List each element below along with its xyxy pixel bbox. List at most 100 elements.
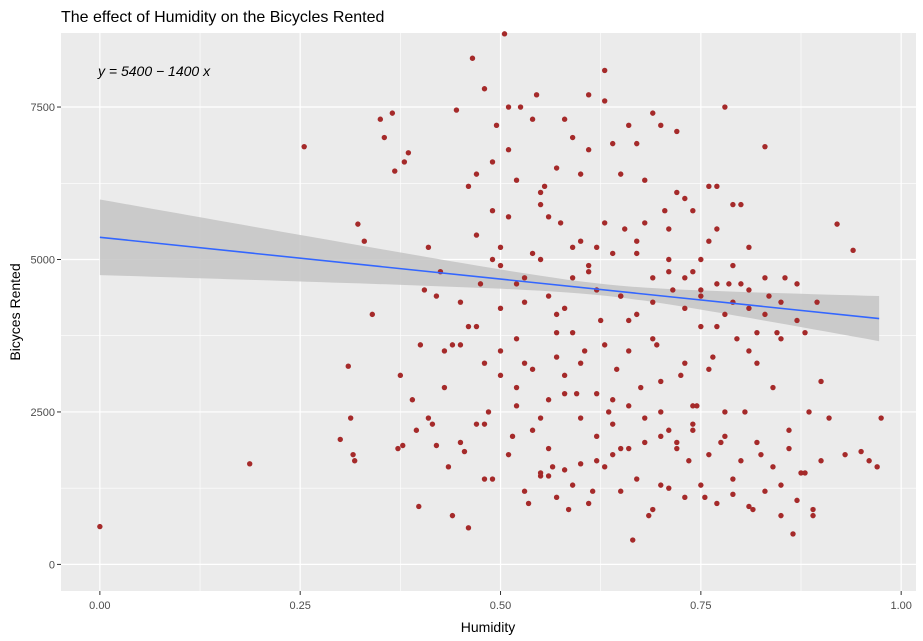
data-point — [626, 317, 632, 324]
data-point — [497, 348, 504, 354]
data-point — [758, 451, 764, 458]
data-point — [762, 275, 768, 281]
data-point — [605, 409, 612, 415]
data-point — [489, 159, 496, 165]
data-point — [489, 476, 496, 482]
data-point — [690, 403, 696, 409]
data-point — [445, 464, 452, 470]
data-point — [569, 482, 576, 488]
data-point — [473, 171, 480, 177]
data-point — [395, 445, 401, 452]
data-point — [806, 409, 812, 415]
data-point — [417, 342, 424, 348]
data-point — [473, 421, 480, 427]
data-point — [626, 445, 632, 452]
data-point — [786, 445, 792, 452]
data-point — [601, 464, 608, 470]
data-point — [666, 226, 672, 232]
data-point — [355, 221, 361, 227]
data-point — [350, 451, 356, 458]
data-point — [634, 250, 640, 257]
data-point — [505, 214, 512, 220]
data-point — [754, 329, 760, 336]
data-point — [589, 488, 596, 494]
data-point — [798, 470, 804, 476]
data-point — [738, 201, 744, 208]
data-point — [726, 281, 732, 287]
data-point — [702, 494, 708, 501]
data-point — [650, 336, 656, 342]
data-point — [461, 448, 468, 455]
chart-title: The effect of Humidity on the Bicycles R… — [61, 9, 384, 26]
data-point — [581, 348, 588, 354]
data-point — [674, 439, 680, 446]
data-point — [698, 323, 704, 330]
data-point — [497, 305, 504, 311]
data-point — [762, 311, 768, 318]
data-point — [549, 464, 556, 470]
data-point — [850, 247, 856, 254]
data-point — [714, 183, 720, 190]
data-point — [465, 323, 472, 330]
data-point — [429, 421, 436, 427]
data-point — [369, 311, 376, 318]
data-point — [97, 523, 103, 530]
data-point — [561, 116, 568, 122]
data-point — [392, 168, 398, 174]
data-point — [569, 275, 576, 281]
data-point — [433, 442, 440, 449]
data-point — [650, 275, 656, 281]
data-point — [493, 122, 500, 129]
data-point — [569, 134, 576, 141]
data-point — [794, 281, 800, 287]
data-point — [714, 281, 720, 287]
data-points — [97, 31, 884, 543]
data-point — [593, 458, 600, 464]
data-point — [626, 348, 632, 354]
data-point — [766, 293, 772, 299]
data-point — [481, 360, 488, 366]
data-point — [505, 104, 512, 110]
data-point — [714, 323, 720, 330]
data-point — [565, 506, 572, 513]
data-point — [477, 281, 484, 287]
data-point — [794, 317, 800, 324]
data-point — [537, 256, 544, 263]
data-point — [247, 461, 253, 467]
data-point — [557, 220, 564, 226]
data-point — [381, 134, 388, 141]
data-point — [509, 433, 516, 440]
data-point — [569, 244, 576, 250]
data-point — [626, 403, 632, 409]
data-point — [642, 220, 648, 226]
data-point — [529, 427, 536, 433]
data-point — [585, 92, 592, 98]
data-point — [610, 421, 616, 427]
data-point — [730, 491, 736, 497]
data-point — [674, 189, 680, 196]
data-point — [682, 195, 688, 202]
data-point — [682, 305, 688, 311]
data-point — [690, 208, 696, 214]
data-point — [618, 445, 624, 452]
data-point — [650, 299, 656, 305]
data-point — [401, 159, 408, 165]
data-point — [409, 397, 416, 403]
data-point — [513, 281, 520, 287]
data-point — [457, 299, 464, 305]
data-point — [457, 439, 464, 446]
data-point — [666, 485, 672, 491]
data-point — [730, 476, 736, 482]
data-point — [698, 256, 704, 263]
y-tick-label: 5000 — [31, 254, 55, 266]
data-point — [433, 293, 440, 299]
data-point — [537, 189, 544, 196]
data-point — [762, 143, 768, 150]
data-point — [537, 473, 544, 479]
data-point — [710, 354, 716, 360]
data-point — [561, 467, 568, 473]
data-point — [501, 31, 508, 37]
data-point — [497, 372, 504, 379]
data-point — [351, 458, 358, 464]
